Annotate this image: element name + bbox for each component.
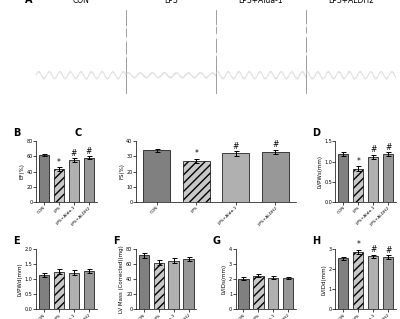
Bar bbox=[184, 259, 194, 309]
Bar bbox=[353, 169, 363, 202]
Text: C: C bbox=[75, 129, 82, 138]
Bar bbox=[39, 155, 49, 202]
Text: #: # bbox=[233, 142, 239, 151]
Bar bbox=[353, 252, 363, 309]
Bar bbox=[283, 278, 294, 309]
Text: LPS+ALDH2: LPS+ALDH2 bbox=[328, 0, 374, 4]
Text: E: E bbox=[13, 236, 20, 246]
Text: H: H bbox=[312, 236, 321, 246]
Bar bbox=[183, 161, 210, 202]
Bar bbox=[383, 154, 393, 202]
Y-axis label: LVIDd(mm): LVIDd(mm) bbox=[322, 264, 327, 295]
Bar bbox=[39, 275, 49, 309]
Text: LPS+Alda-1: LPS+Alda-1 bbox=[239, 0, 283, 4]
Text: #: # bbox=[385, 246, 391, 255]
Text: *: * bbox=[356, 157, 360, 166]
Bar bbox=[253, 276, 264, 309]
Y-axis label: EF(%): EF(%) bbox=[19, 164, 24, 180]
Text: *: * bbox=[57, 158, 61, 167]
Bar bbox=[262, 152, 289, 202]
Bar bbox=[268, 278, 278, 309]
Bar bbox=[143, 151, 170, 202]
Bar bbox=[368, 256, 378, 309]
Text: #: # bbox=[70, 149, 77, 158]
Text: D: D bbox=[312, 129, 320, 138]
Bar bbox=[84, 158, 94, 202]
Bar bbox=[154, 263, 164, 309]
Bar bbox=[54, 169, 64, 202]
Bar bbox=[368, 157, 378, 202]
Text: G: G bbox=[213, 236, 221, 246]
Bar bbox=[222, 153, 249, 202]
Y-axis label: LVPWd(mm): LVPWd(mm) bbox=[18, 263, 23, 296]
Text: *: * bbox=[356, 240, 360, 249]
Bar bbox=[84, 271, 94, 309]
Text: F: F bbox=[113, 236, 120, 246]
Text: #: # bbox=[272, 140, 279, 149]
Text: A: A bbox=[25, 0, 32, 4]
Bar bbox=[54, 272, 64, 309]
Y-axis label: LVIDs(mm): LVIDs(mm) bbox=[222, 264, 227, 294]
Bar bbox=[238, 278, 248, 309]
Y-axis label: FS(%): FS(%) bbox=[119, 164, 124, 180]
Bar bbox=[69, 273, 79, 309]
Text: CON: CON bbox=[72, 0, 90, 4]
Text: #: # bbox=[370, 245, 376, 254]
Text: LPS: LPS bbox=[164, 0, 178, 4]
Y-axis label: LV Mass (Corrected)(mg): LV Mass (Corrected)(mg) bbox=[119, 246, 124, 313]
Bar bbox=[383, 257, 393, 309]
Text: *: * bbox=[194, 149, 198, 158]
Text: #: # bbox=[86, 147, 92, 156]
Bar bbox=[69, 160, 79, 202]
Bar bbox=[338, 154, 348, 202]
Bar bbox=[338, 258, 348, 309]
Bar bbox=[168, 261, 179, 309]
Text: #: # bbox=[370, 145, 376, 154]
Text: B: B bbox=[13, 129, 20, 138]
Bar bbox=[138, 255, 149, 309]
Y-axis label: LVPWs(mm): LVPWs(mm) bbox=[317, 155, 322, 188]
Text: #: # bbox=[385, 143, 391, 152]
